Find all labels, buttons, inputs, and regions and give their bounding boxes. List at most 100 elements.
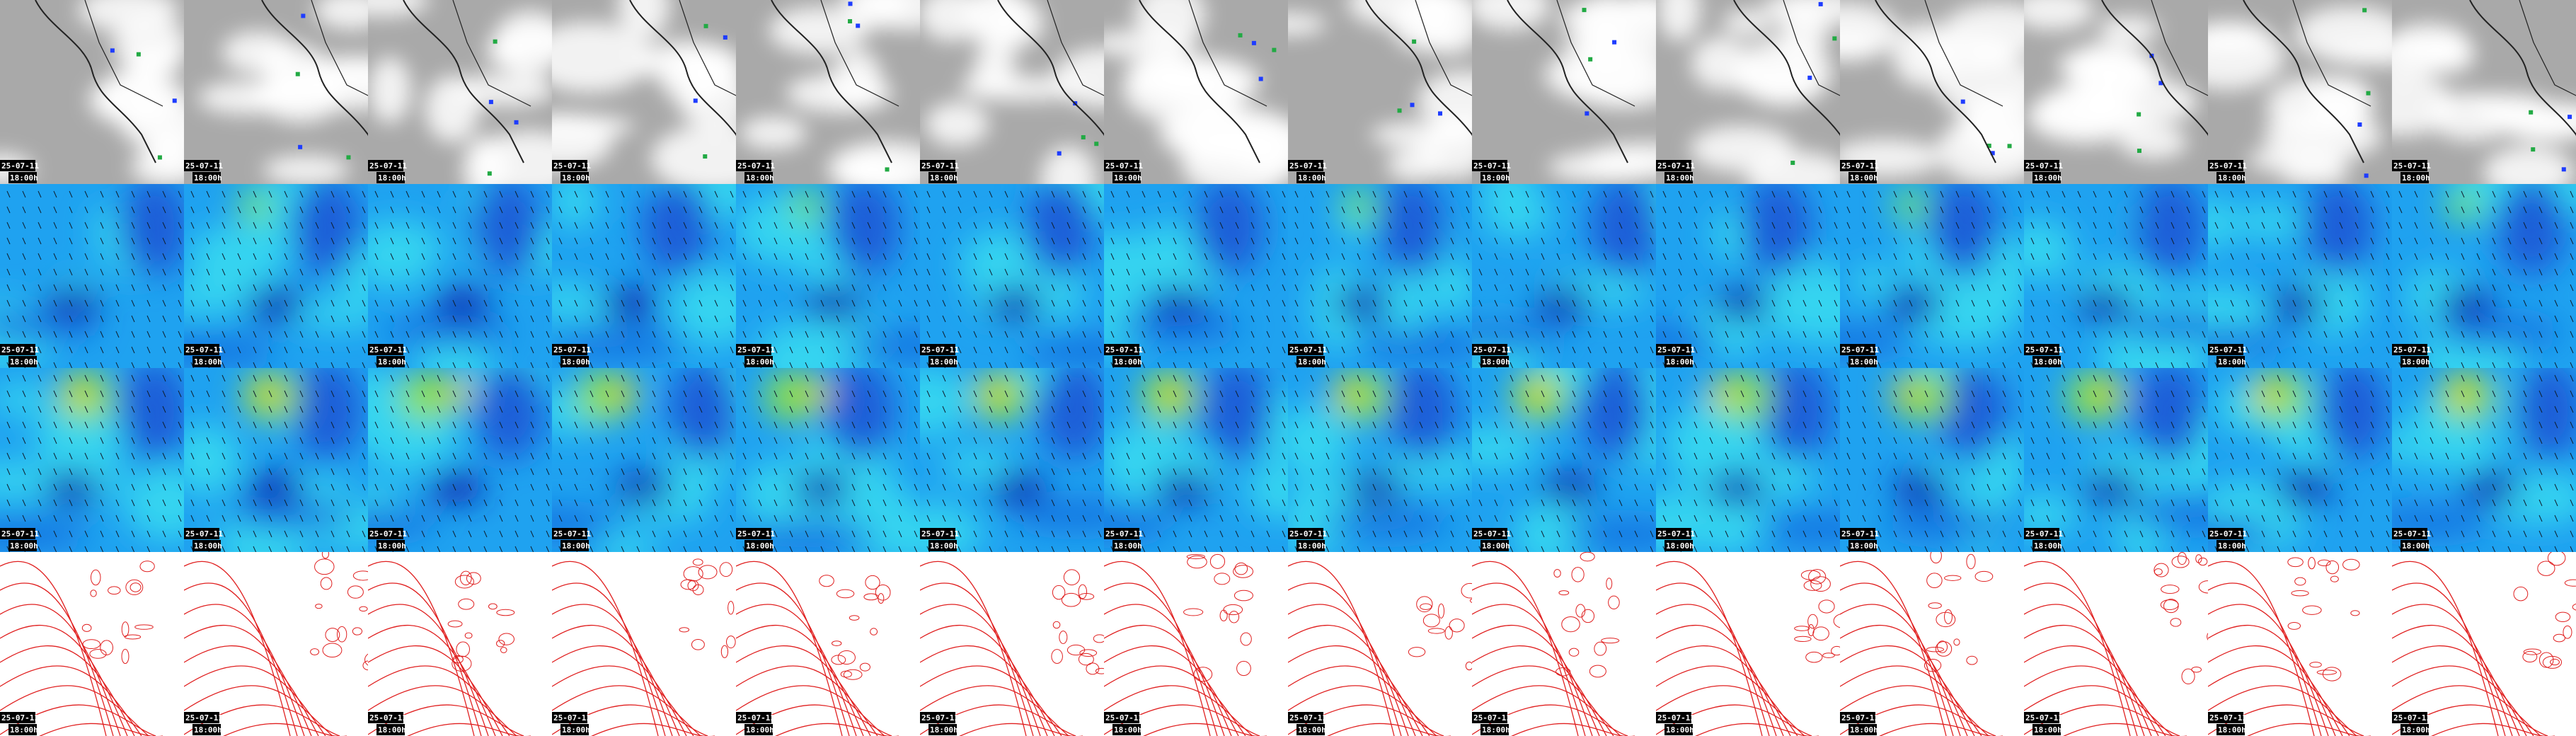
field-blob [941,449,1016,481]
cloud [769,6,868,54]
map-tile: 25-07-11 18:00h [1104,368,1288,552]
isobar [1209,553,1226,569]
map-tile: 25-07-11 18:00h [1656,368,1840,552]
timestamp-label: 25-07-11 18:00h [920,160,959,183]
isobar [0,604,121,736]
isobar [458,598,475,610]
map-tile: 25-07-11 18:00h [0,184,184,368]
isobar [1944,575,1962,581]
isobar [1840,604,1961,736]
precip [2366,91,2371,96]
cloud [1935,54,2024,117]
precip [1585,111,1589,116]
label-time: 18:00h [2218,725,2246,735]
coastline [2469,0,2576,137]
isobar [2392,685,2541,736]
label-box [2208,344,2243,355]
cloud [1472,0,1550,30]
cloud [493,10,552,76]
label-date: 25-07-11 [185,529,223,539]
isobar [459,570,472,585]
isobar [1831,645,1840,656]
isobar [320,577,333,590]
isobar [728,601,735,615]
precip [2561,167,2566,172]
coastline [997,0,1104,137]
timestamp-label: 25-07-11 18:00h [368,528,407,551]
isobar [736,560,843,736]
label-date: 25-07-11 [185,161,223,171]
cloud [368,57,411,124]
precip [110,48,115,53]
precip [1582,8,1587,13]
field-blob [368,368,410,452]
label-time: 18:00h [2402,541,2430,551]
isobar [2513,586,2529,602]
map-tile: 25-07-11 18:00h [368,0,552,184]
label-box [1112,724,1141,735]
cloud [1577,0,1631,63]
label-date: 25-07-11 [737,161,775,171]
cloud [314,0,368,30]
field-blob [253,381,280,404]
label-time: 18:00h [2034,357,2062,367]
cloud [1937,115,2024,184]
map-tile: 25-07-11 18:00h [184,368,368,552]
timestamp-label: 25-07-11 18:00h [920,528,959,551]
field-blob [1380,263,1425,346]
label-time: 18:00h [194,541,222,551]
label-time: 18:00h [930,541,958,551]
isobar [359,606,368,612]
isobar-base [736,552,920,736]
isobar [1078,584,1087,599]
label-box [368,160,403,171]
label-box [184,528,219,539]
timestamp-label: 25-07-11 18:00h [2208,528,2247,551]
field-blob [1524,381,1551,404]
map-tile: 25-07-11 18:00h [2392,184,2576,368]
precip [1588,57,1593,62]
field-blob [1882,510,2011,539]
isobar [1937,640,1948,653]
isobar [679,627,690,633]
map-tile: 25-07-11 18:00h [184,184,368,368]
label-date: 25-07-11 [921,161,959,171]
isobar [2392,604,2513,736]
label-box [1472,528,1507,539]
precip [2137,112,2141,117]
isobar [552,560,659,736]
field-blob [473,368,545,460]
timestamp-label: 25-07-11 18:00h [184,712,223,735]
label-box [1296,356,1325,367]
coastline [771,0,892,163]
label-box [368,712,403,723]
label-time: 18:00h [746,541,774,551]
field-blob [229,500,357,529]
map-tile: 25-07-11 18:00h [0,368,184,552]
isobar [2564,579,2576,587]
label-box [1472,344,1507,355]
isobar [1288,582,1402,736]
precip [1238,33,1243,38]
isobar [1465,661,1472,671]
label-box [1840,160,1875,171]
field-blob [1761,368,1833,460]
label-time: 18:00h [10,725,38,735]
label-box [376,356,405,367]
label-box [2392,160,2427,171]
isobar [1936,611,1956,628]
label-box [192,540,221,551]
precip [298,144,303,149]
map-tile: 25-07-11 18:00h [1840,368,2024,552]
label-box [920,344,955,355]
isobar [2198,580,2208,594]
isobar [692,558,703,566]
map-tile: 25-07-11 18:00h [920,552,1104,736]
cloud [1391,0,1462,52]
label-box [1296,172,1325,183]
cloud [832,49,882,109]
isobar [2208,604,2329,736]
label-box [2032,172,2061,183]
map-tile: 25-07-11 18:00h [552,552,736,736]
label-time: 18:00h [2402,357,2430,367]
